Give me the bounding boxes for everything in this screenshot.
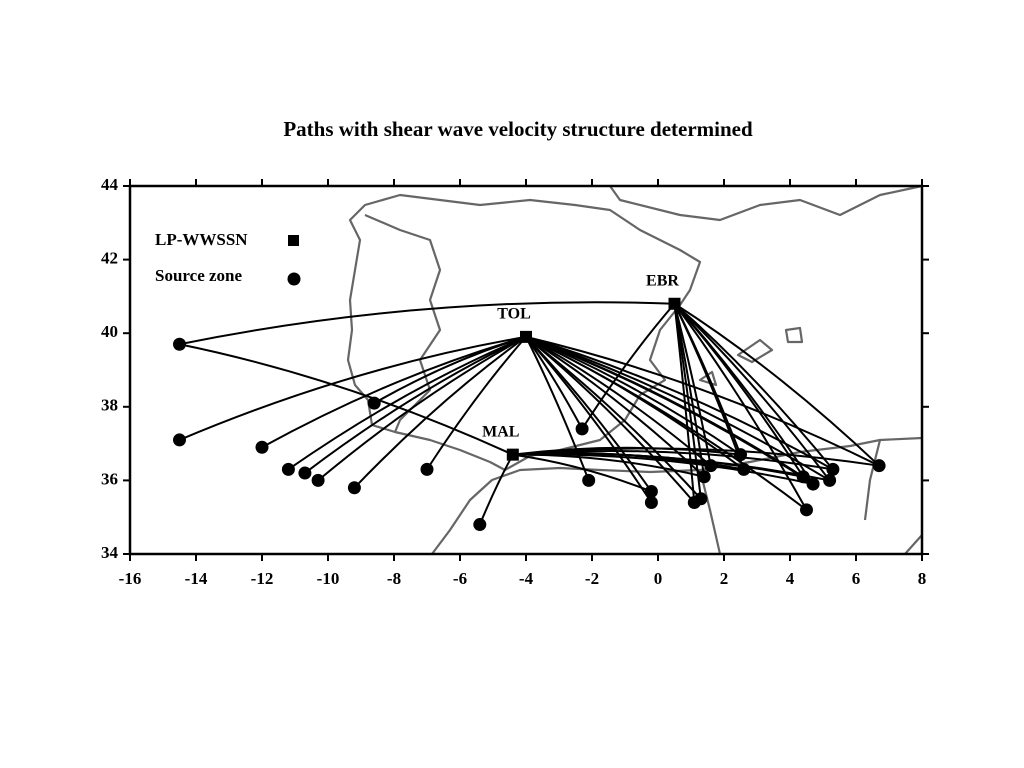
legend-label: Source zone [155, 266, 242, 285]
plot-frame [128, 184, 924, 556]
station [506, 448, 519, 461]
x-tick-label: 0 [654, 569, 663, 588]
ray-path [525, 336, 590, 481]
y-tick-label: 34 [101, 543, 119, 562]
source-zone [694, 492, 708, 506]
ray-path [673, 303, 712, 466]
source-zone [298, 466, 312, 480]
source-zone [311, 473, 325, 487]
y-tick-label: 42 [101, 249, 118, 268]
source-zone [806, 477, 820, 491]
station-label: EBR [646, 272, 679, 289]
ray-path [287, 335, 527, 471]
x-tick-label: 4 [786, 569, 795, 588]
source-zone [173, 337, 186, 351]
source-zone [644, 495, 658, 509]
source-zone [473, 518, 487, 532]
x-tick-label: -4 [519, 569, 534, 588]
station [520, 330, 532, 343]
x-tick-label: -10 [317, 569, 340, 588]
coastlines [346, 184, 923, 555]
ray-path [525, 336, 653, 504]
x-tick-label: -6 [453, 569, 467, 588]
y-tick-label: 40 [101, 322, 118, 341]
ray-path [673, 303, 814, 485]
africa-border [698, 439, 882, 555]
x-tick-label: -16 [119, 569, 142, 588]
ray-path [525, 336, 712, 467]
x-tick-label: 6 [852, 569, 861, 588]
legend-label: LP-WWSSN [155, 230, 248, 249]
ray-path [525, 336, 583, 430]
ray-path [426, 336, 527, 470]
ray-path [317, 336, 527, 482]
ray-path [525, 335, 831, 482]
y-tick-label: 44 [101, 175, 119, 194]
station [668, 297, 681, 310]
source-zone [734, 448, 747, 462]
station-label: TOL [497, 306, 531, 323]
x-tick-label: -2 [585, 569, 599, 588]
chart-title: Paths with shear wave velocity structure… [283, 117, 753, 141]
sicily-edge [904, 534, 923, 555]
ray-path [673, 302, 880, 467]
legend-square [288, 235, 299, 246]
legend: LP-WWSSN Source zone [155, 230, 301, 286]
source-zone [347, 481, 361, 495]
ray-path [179, 301, 675, 346]
source-zone [575, 422, 589, 436]
source-zone [582, 473, 596, 487]
source-zone [644, 484, 658, 498]
ray-path [525, 335, 808, 511]
ray-path [512, 447, 880, 467]
paths-layer: EBR TOL MAL [173, 272, 886, 532]
source-zone [800, 503, 813, 517]
france-coast [609, 184, 923, 222]
x-tick-label: -12 [251, 569, 274, 588]
source-zone [173, 433, 186, 447]
x-tick-label: -14 [185, 569, 208, 588]
sardinia [784, 326, 804, 344]
ray-path [673, 303, 808, 511]
source-zone [367, 396, 381, 410]
legend-circle [287, 272, 301, 286]
source-zone [704, 459, 718, 473]
ray-path [353, 336, 527, 489]
ray-path [525, 336, 705, 478]
africa-coast [431, 436, 923, 555]
ray-path [512, 452, 830, 482]
x-tick-label: 2 [720, 569, 729, 588]
ray-path [673, 303, 831, 482]
ray-path [512, 453, 652, 493]
ray-path [373, 335, 527, 404]
source-zone [823, 473, 837, 487]
x-tick-label: 8 [918, 569, 927, 588]
source-zone [796, 470, 810, 484]
source-zone [737, 462, 751, 476]
ray-path [304, 335, 527, 474]
ray-path [525, 336, 702, 500]
y-tick-label: 38 [101, 396, 118, 415]
ray-path [673, 303, 834, 470]
source-zone [697, 470, 711, 484]
source-zone [872, 459, 886, 473]
ray-path [179, 343, 514, 456]
ray-path [525, 335, 880, 467]
source-zone [255, 440, 269, 454]
ray-path [525, 335, 834, 471]
y-tick-label: 36 [101, 469, 118, 488]
source-zone [420, 462, 434, 476]
x-tick-label: -8 [387, 569, 401, 588]
ray-path [179, 335, 527, 441]
station-label: MAL [482, 423, 519, 440]
source-zone [826, 462, 840, 476]
source-zone [281, 462, 295, 476]
